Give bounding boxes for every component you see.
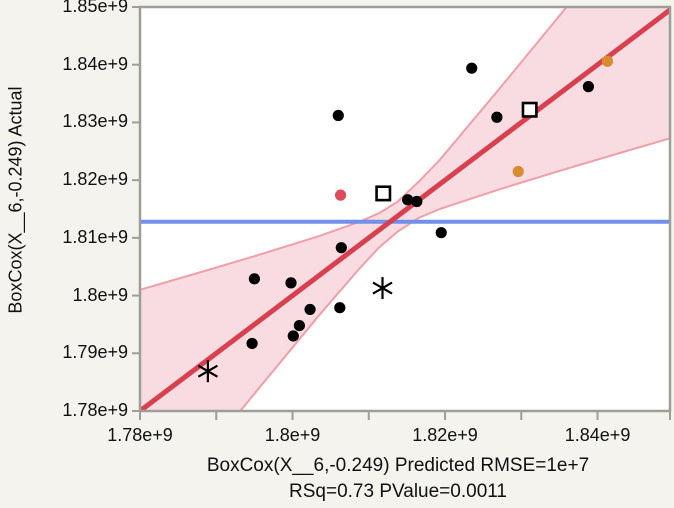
data-point-dot[interactable] xyxy=(248,273,260,285)
data-point-dot[interactable] xyxy=(334,189,347,201)
data-point-asterisk[interactable] xyxy=(372,277,393,300)
fit-line xyxy=(140,7,670,411)
data-points-layer xyxy=(197,55,614,383)
confidence-band-lower-edge xyxy=(238,137,670,411)
y-tick-label: 1.81e+9 xyxy=(62,226,128,247)
data-point-dot[interactable] xyxy=(435,227,447,239)
fit-statistics-label: RSq=0.73 PValue=0.0011 xyxy=(289,481,507,502)
data-point-dot[interactable] xyxy=(601,55,614,67)
data-point-dot[interactable] xyxy=(582,81,595,93)
data-point-dot[interactable] xyxy=(293,319,305,332)
data-point-dot[interactable] xyxy=(335,242,347,254)
data-point-dot[interactable] xyxy=(246,337,258,350)
y-tick-label: 1.84e+9 xyxy=(62,53,128,74)
y-tick-label: 1.83e+9 xyxy=(62,111,128,132)
y-tick-label: 1.8e+9 xyxy=(72,284,128,305)
y-tick-label: 1.85e+9 xyxy=(62,0,128,17)
data-point-dot[interactable] xyxy=(512,165,524,178)
data-point-dot[interactable] xyxy=(287,330,299,342)
data-point-square[interactable] xyxy=(375,185,392,202)
y-tick-label: 1.82e+9 xyxy=(62,169,128,190)
data-point-dot[interactable] xyxy=(332,109,344,122)
data-point-dot[interactable] xyxy=(334,302,346,314)
x-tick-label: 1.8e+9 xyxy=(264,425,321,445)
data-point-dot[interactable] xyxy=(466,62,478,74)
x-tick-label: 1.84e+9 xyxy=(564,425,631,445)
data-point-dot[interactable] xyxy=(411,195,423,208)
y-tick-label: 1.79e+9 xyxy=(62,342,128,363)
data-point-dot[interactable] xyxy=(304,303,316,316)
data-point-square[interactable] xyxy=(521,101,538,118)
x-axis-label: BoxCox(X__6,-0.249) Predicted RMSE=1e+7 xyxy=(206,455,590,476)
confidence-band-upper-edge xyxy=(140,7,568,291)
plot-frame xyxy=(138,5,672,413)
data-point-dot[interactable] xyxy=(285,277,297,289)
x-tick-label: 1.78e+9 xyxy=(107,425,173,445)
data-point-asterisk[interactable] xyxy=(197,360,218,383)
x-tick-label: 1.82e+9 xyxy=(412,425,478,445)
y-tick-label: 1.78e+9 xyxy=(62,400,128,421)
data-point-dot[interactable] xyxy=(491,111,503,123)
data-point-dot[interactable] xyxy=(402,194,414,206)
